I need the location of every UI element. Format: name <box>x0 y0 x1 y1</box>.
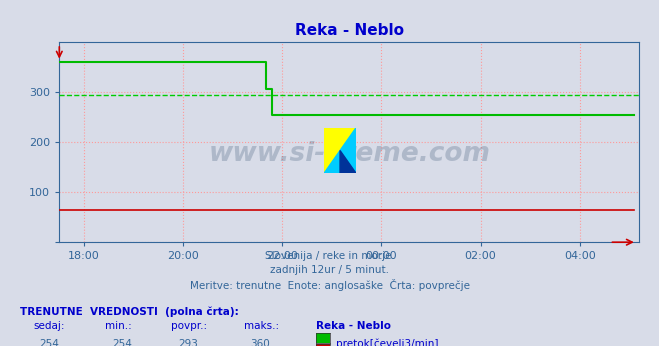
Text: 293: 293 <box>178 339 198 346</box>
Polygon shape <box>324 128 356 173</box>
Text: Meritve: trenutne  Enote: anglosaške  Črta: povprečje: Meritve: trenutne Enote: anglosaške Črta… <box>190 279 469 291</box>
Text: 360: 360 <box>250 339 270 346</box>
Text: pretok[čevelj3/min]: pretok[čevelj3/min] <box>336 339 439 346</box>
Text: maks.:: maks.: <box>244 321 279 331</box>
Text: www.si-vreme.com: www.si-vreme.com <box>208 141 490 167</box>
Text: povpr.:: povpr.: <box>171 321 208 331</box>
Text: 254: 254 <box>40 339 59 346</box>
Polygon shape <box>340 151 356 173</box>
Text: Reka - Neblo: Reka - Neblo <box>316 321 391 331</box>
Text: 254: 254 <box>112 339 132 346</box>
Polygon shape <box>324 128 356 173</box>
Text: Slovenija / reke in morje.: Slovenija / reke in morje. <box>264 251 395 261</box>
Text: zadnjih 12ur / 5 minut.: zadnjih 12ur / 5 minut. <box>270 265 389 275</box>
Text: sedaj:: sedaj: <box>33 321 65 331</box>
Title: Reka - Neblo: Reka - Neblo <box>295 22 404 38</box>
Text: TRENUTNE  VREDNOSTI  (polna črta):: TRENUTNE VREDNOSTI (polna črta): <box>20 306 239 317</box>
Text: min.:: min.: <box>105 321 132 331</box>
